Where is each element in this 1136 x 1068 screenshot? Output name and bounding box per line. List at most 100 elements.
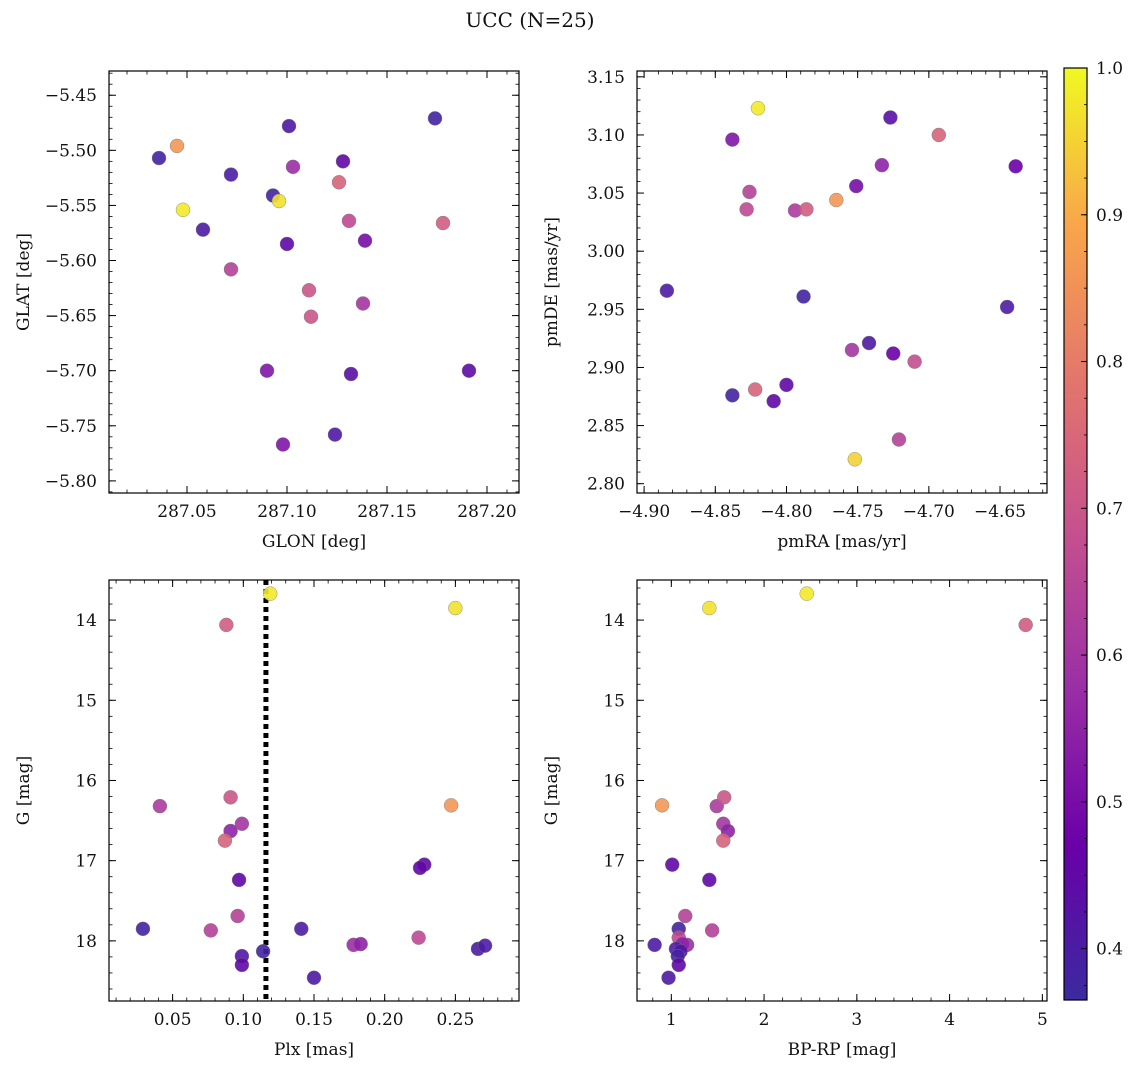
data-point xyxy=(231,872,247,888)
data-point xyxy=(152,798,168,814)
data-point xyxy=(343,366,359,382)
x-tick-label: −4.85 xyxy=(689,502,741,522)
data-point xyxy=(271,193,287,209)
data-point xyxy=(303,309,319,324)
colorbar-tick-label: 0.4 xyxy=(1096,940,1123,960)
colorbar-tick-label: 0.6 xyxy=(1096,646,1123,666)
y-tick-label: 15 xyxy=(75,691,97,711)
data-point xyxy=(874,157,890,173)
data-point xyxy=(702,872,717,888)
data-point xyxy=(301,283,317,298)
x-tick-label: 2 xyxy=(759,1010,770,1030)
data-point xyxy=(716,790,732,805)
x-tick-label: 0.05 xyxy=(154,1010,192,1030)
x-tick-label: 287.05 xyxy=(157,502,216,522)
x-tick-label: 4 xyxy=(944,1010,955,1030)
data-point xyxy=(306,970,322,985)
data-point xyxy=(294,921,309,937)
x-tick-label: 287.15 xyxy=(357,502,416,522)
y-tick-label: −5.70 xyxy=(45,362,97,382)
data-point xyxy=(891,432,907,447)
data-point xyxy=(739,202,754,217)
data-point xyxy=(907,354,922,369)
data-point xyxy=(411,930,426,945)
data-point xyxy=(169,138,185,154)
y-axis-label: G [mag] xyxy=(14,756,34,825)
colorbar-gradient xyxy=(1063,67,1088,1001)
panel-1: 287.05 287.10 287.15 287.20 −5.45 −5.50 −5.55 −… xyxy=(14,70,520,552)
data-point xyxy=(883,110,898,125)
data-point xyxy=(1018,617,1033,633)
y-tick-label: 3.10 xyxy=(587,126,625,146)
y-tick-label: 18 xyxy=(75,932,97,952)
data-point xyxy=(461,363,477,378)
colorbar-tick-label: 0.8 xyxy=(1096,353,1123,373)
data-point xyxy=(175,202,191,218)
data-point xyxy=(847,452,863,467)
y-tick-label: 3.15 xyxy=(587,68,625,88)
y-axis-label: pmDE [mas/yr] xyxy=(542,217,562,347)
data-point xyxy=(234,816,250,831)
x-tick-label: 287.20 xyxy=(457,502,516,522)
panel-2: −4.90 −4.85 −4.80 −4.75 −4.70 −4.65 2.80 2.85 2.… xyxy=(542,68,1048,552)
data-point xyxy=(886,346,901,361)
data-point xyxy=(255,944,271,959)
data-point xyxy=(671,957,686,973)
data-point xyxy=(999,299,1015,315)
x-tick-label: −4.65 xyxy=(974,502,1026,522)
x-tick-label: 0.25 xyxy=(436,1010,474,1030)
data-point xyxy=(279,236,295,252)
data-point xyxy=(750,101,766,116)
x-tick-label: 0.10 xyxy=(224,1010,262,1030)
y-tick-label: 15 xyxy=(603,691,625,711)
data-point xyxy=(259,363,275,378)
panel-4: 1 2 3 4 5 14 15 16 17 18 BP-RP [mag] G [mag] xyxy=(542,579,1048,1060)
colorbar: 0.4 0.5 0.6 0.7 0.8 0.9 1.0 xyxy=(1063,59,1123,1001)
data-point xyxy=(766,393,781,409)
x-tick-label: −4.90 xyxy=(618,502,670,522)
data-point xyxy=(223,167,239,182)
x-axis-label: pmRA [mas/yr] xyxy=(777,532,906,552)
y-tick-label: −5.65 xyxy=(45,307,97,327)
data-point xyxy=(219,617,234,633)
y-tick-label: −5.45 xyxy=(45,86,97,106)
x-axis-label: Plx [mas] xyxy=(274,1040,354,1060)
data-point xyxy=(353,936,368,952)
data-point xyxy=(135,921,151,937)
data-point xyxy=(665,857,680,872)
y-axis-label: GLAT [deg] xyxy=(14,233,34,331)
data-point xyxy=(341,213,357,229)
figure-title: UCC (N=25) xyxy=(465,8,594,32)
colorbar-tick-label: 0.5 xyxy=(1096,793,1123,813)
x-tick-label: −4.80 xyxy=(760,502,812,522)
y-tick-label: 17 xyxy=(603,852,625,872)
data-point xyxy=(704,923,720,938)
y-tick-label: 17 xyxy=(75,852,97,872)
data-point xyxy=(742,184,757,200)
data-point xyxy=(195,222,211,237)
data-point xyxy=(443,798,459,813)
x-axis-label: GLON [deg] xyxy=(262,532,366,552)
data-point xyxy=(223,262,239,277)
data-point xyxy=(725,132,740,147)
colorbar-tick-label: 0.7 xyxy=(1096,499,1123,519)
x-tick-label: 0.20 xyxy=(366,1010,404,1030)
y-tick-label: 3.00 xyxy=(587,242,625,262)
y-tick-label: −5.50 xyxy=(45,141,97,161)
data-point xyxy=(427,111,443,126)
y-tick-label: 2.90 xyxy=(587,358,625,378)
data-point xyxy=(234,957,250,973)
y-tick-label: 2.95 xyxy=(587,300,625,320)
axes-frame xyxy=(636,70,1048,494)
data-point xyxy=(331,175,347,190)
data-point xyxy=(725,388,740,403)
data-point xyxy=(931,127,947,143)
data-point xyxy=(335,154,351,169)
data-point xyxy=(448,600,463,616)
data-point xyxy=(861,335,877,351)
data-point xyxy=(849,178,864,194)
y-tick-label: 18 xyxy=(603,932,625,952)
data-point xyxy=(716,833,731,848)
y-tick-label: 3.05 xyxy=(587,184,625,204)
data-point xyxy=(477,938,493,953)
